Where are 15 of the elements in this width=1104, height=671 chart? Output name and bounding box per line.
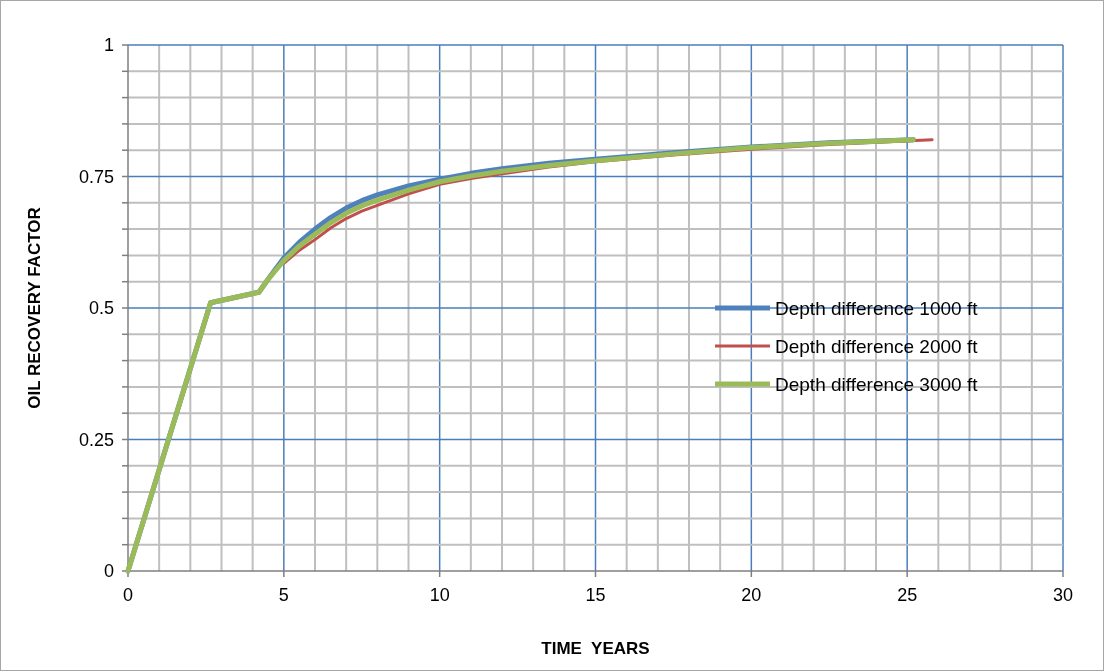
y-tick-label: 0.5 [88,298,114,319]
x-tick-label: 0 [122,585,134,605]
legend-label: Depth difference 3000 ft [775,373,979,395]
x-tick-label: 15 [585,585,606,605]
x-tick-label: 25 [897,585,918,605]
y-tick-label: 0.25 [78,429,114,450]
y-tick-label: 0 [103,561,114,582]
y-tick-label: 0.75 [78,166,114,187]
x-tick-label: 20 [741,585,762,605]
x-tick-label: 5 [278,585,289,605]
x-tick-label: 30 [1052,585,1074,605]
x-tick-label: 10 [429,585,450,605]
y-tick-label: 1 [103,35,114,56]
y-axis-title: OIL RECOVERY FACTOR [25,207,44,409]
x-axis-title: TIME YEARS [541,639,650,658]
